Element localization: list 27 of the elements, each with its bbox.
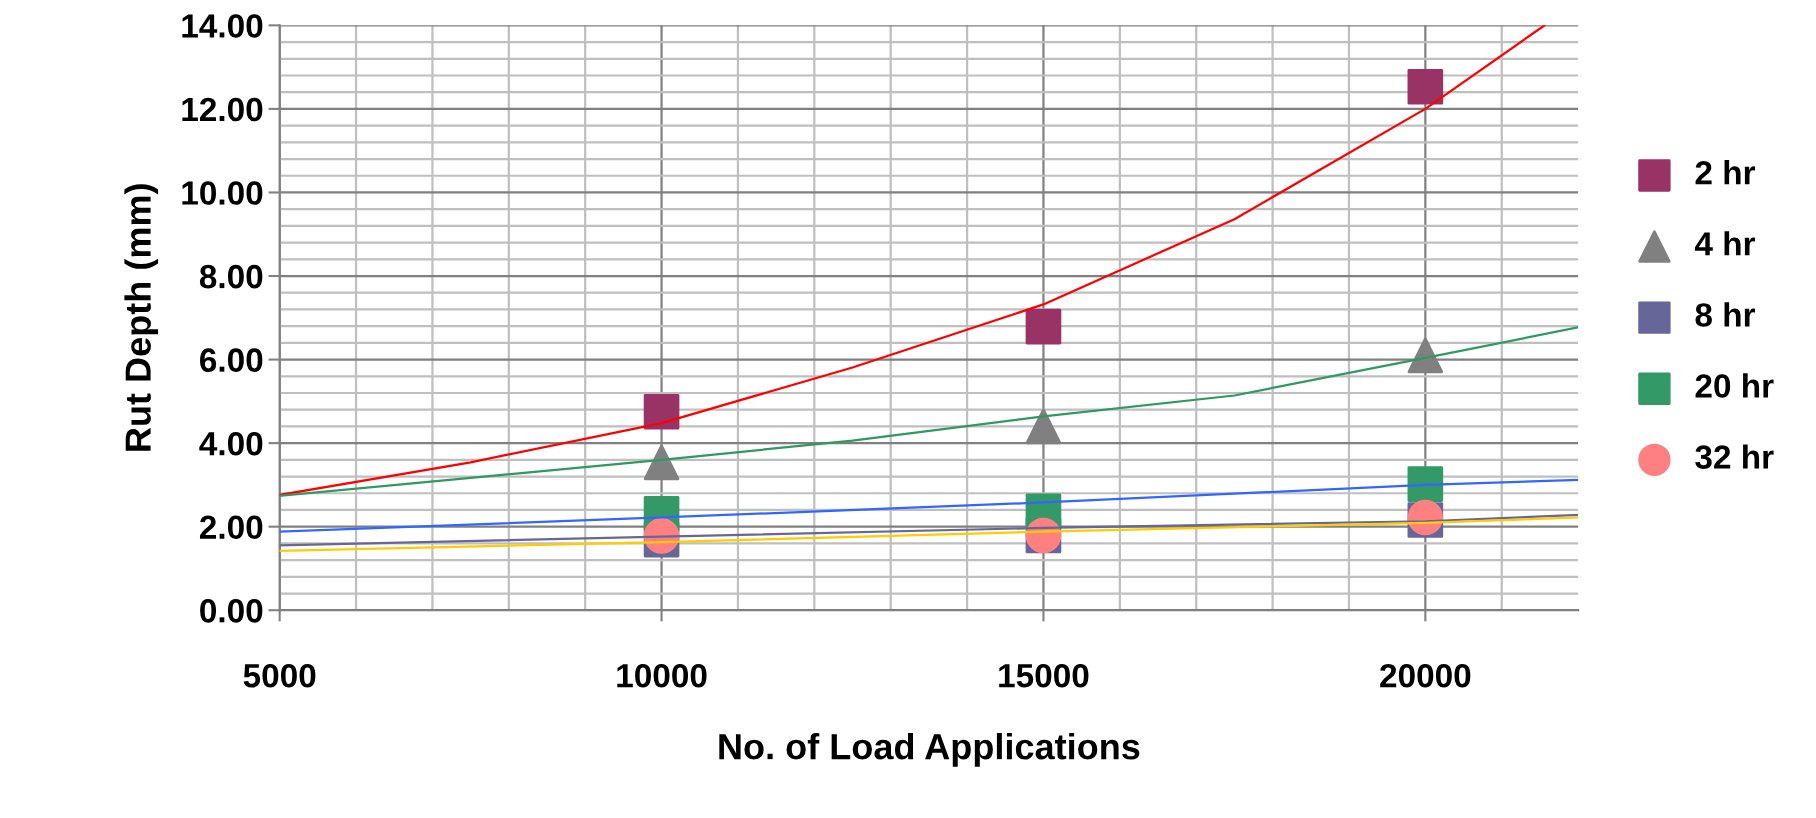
legend-label: 32 hr bbox=[1695, 444, 1774, 469]
x-tick-label: 10000 bbox=[617, 663, 707, 688]
point bbox=[1407, 337, 1444, 374]
y-tick-label: 4.00 bbox=[199, 431, 263, 456]
y-tick-label: 2.00 bbox=[199, 515, 263, 540]
y-tick-label: 6.00 bbox=[200, 348, 263, 372]
y-tick-label: 10.00 bbox=[182, 181, 263, 205]
x-tick-label: 20000 bbox=[1380, 663, 1471, 688]
y-tick-label: 12.00 bbox=[182, 97, 263, 122]
line-series bbox=[279, 25, 1546, 497]
legend-label: 8 hr bbox=[1695, 302, 1756, 327]
point bbox=[1407, 68, 1444, 105]
point bbox=[643, 444, 680, 481]
y-tick-label: 0.00 bbox=[200, 599, 263, 623]
x-tick-label: 15000 bbox=[999, 663, 1089, 688]
x-tick-label: 5000 bbox=[243, 663, 316, 688]
legend-label: 2 hr bbox=[1695, 160, 1756, 185]
y-tick-label: 8.00 bbox=[199, 264, 263, 289]
legend-label: 20 hr bbox=[1695, 373, 1774, 398]
y-tick-label: 14.00 bbox=[182, 14, 263, 38]
point bbox=[1025, 408, 1062, 445]
x-axis-title: No. of Load Applications bbox=[719, 732, 1140, 767]
point bbox=[1407, 466, 1444, 502]
point bbox=[643, 393, 680, 430]
legend-label: 4 hr bbox=[1694, 231, 1756, 256]
point bbox=[1025, 308, 1062, 345]
y-axis-title: Rut Depth (mm) bbox=[124, 184, 159, 451]
